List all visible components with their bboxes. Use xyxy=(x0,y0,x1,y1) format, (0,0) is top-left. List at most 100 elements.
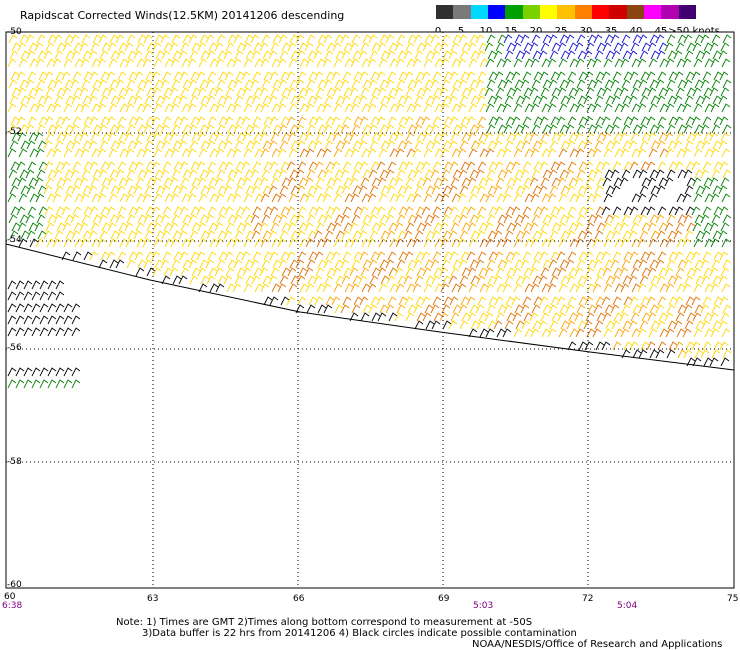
wind-barb xyxy=(677,34,687,44)
wind-barb xyxy=(439,267,449,277)
wind-barb xyxy=(322,148,332,158)
wind-barb xyxy=(578,116,588,126)
wind-barb xyxy=(684,140,694,150)
wind-barb xyxy=(657,251,667,261)
wind-barb xyxy=(80,58,90,68)
wind-barb xyxy=(683,124,693,134)
wind-barb xyxy=(180,267,190,277)
wind-barb xyxy=(142,103,152,113)
wind-barb xyxy=(459,275,469,285)
wind-barb xyxy=(512,87,522,97)
wind-barb xyxy=(62,222,72,232)
wind-barb xyxy=(251,95,261,105)
wind-barb xyxy=(250,34,260,44)
wind-barb xyxy=(513,238,523,248)
wind-barb xyxy=(542,124,552,134)
wind-barb xyxy=(603,148,613,158)
wind-barb xyxy=(568,177,578,187)
wind-barb xyxy=(370,206,380,216)
wind-barb xyxy=(280,161,290,171)
wind-barb xyxy=(693,193,703,203)
wind-barb xyxy=(466,71,476,81)
wind-barb xyxy=(485,283,495,293)
wind-barb xyxy=(367,148,377,158)
wind-barb xyxy=(667,230,677,240)
wind-barb xyxy=(655,214,665,224)
wind-barb xyxy=(308,116,318,126)
wind-barb xyxy=(614,328,624,338)
wind-barb xyxy=(587,169,597,179)
wind-barb xyxy=(433,42,443,52)
wind-barb xyxy=(191,132,201,142)
wind-barb xyxy=(718,185,728,195)
wind-barb xyxy=(722,79,732,89)
wind-barb xyxy=(287,42,297,52)
wind-barb xyxy=(646,251,656,261)
wind-barb xyxy=(585,42,595,52)
wind-barb xyxy=(358,50,368,60)
wind-barb xyxy=(709,222,719,232)
wind-barb xyxy=(713,116,723,126)
wind-barb xyxy=(451,103,461,113)
wind-barb xyxy=(137,259,147,269)
wind-barb xyxy=(377,42,387,52)
wind-barb xyxy=(385,214,395,224)
wind-barb xyxy=(603,283,613,293)
wind-barb xyxy=(199,34,209,44)
wind-barb xyxy=(44,116,54,126)
wind-barb xyxy=(331,206,341,216)
wind-barb xyxy=(119,193,129,203)
wind-barb xyxy=(11,87,21,97)
wind-barb xyxy=(268,185,278,195)
wind-barb xyxy=(241,161,251,171)
wind-barb xyxy=(46,58,56,68)
wind-barb xyxy=(604,304,614,314)
wind-barb xyxy=(74,193,84,203)
wind-barb xyxy=(668,296,678,306)
wind-barb xyxy=(27,71,37,81)
wind-barb xyxy=(155,140,165,150)
wind-barb xyxy=(721,328,731,338)
wind-barb xyxy=(108,103,118,113)
wind-barb xyxy=(578,206,588,216)
wind-barb xyxy=(398,161,408,171)
wind-barb xyxy=(128,206,138,216)
wind-barb xyxy=(160,124,170,134)
wind-barb xyxy=(305,193,315,203)
wind-barb xyxy=(17,87,27,97)
wind-barb xyxy=(189,230,199,240)
wind-barb xyxy=(439,312,449,322)
wind-barb xyxy=(469,214,479,224)
wind-barb xyxy=(388,267,398,277)
wind-barb xyxy=(376,116,386,126)
wind-barb xyxy=(468,283,478,293)
wind-barb xyxy=(307,50,317,60)
wind-barb xyxy=(659,283,669,293)
wind-barb xyxy=(227,214,237,224)
wind-barb xyxy=(25,79,35,89)
wind-barb xyxy=(286,116,296,126)
wind-barb xyxy=(470,50,480,60)
wind-barb xyxy=(83,206,93,216)
wind-barb xyxy=(180,177,190,187)
wind-barb xyxy=(342,161,352,171)
wind-barb xyxy=(520,169,530,179)
wind-barb xyxy=(487,275,497,285)
wind-barb xyxy=(261,124,271,134)
wind-barb xyxy=(700,79,710,89)
wind-barb xyxy=(718,320,728,330)
wind-barb xyxy=(632,79,642,89)
wind-barb xyxy=(577,50,587,60)
wind-barb xyxy=(594,140,604,150)
wind-barb xyxy=(304,132,314,142)
wind-barb xyxy=(209,148,219,158)
wind-barb xyxy=(295,259,305,269)
wind-barb xyxy=(695,275,705,285)
wind-barb xyxy=(304,87,314,97)
wind-barb xyxy=(287,267,297,277)
wind-barb xyxy=(19,34,29,44)
wind-barb xyxy=(503,214,513,224)
wind-barb xyxy=(506,312,516,322)
wind-barb xyxy=(496,238,506,248)
wind-barb xyxy=(502,103,512,113)
